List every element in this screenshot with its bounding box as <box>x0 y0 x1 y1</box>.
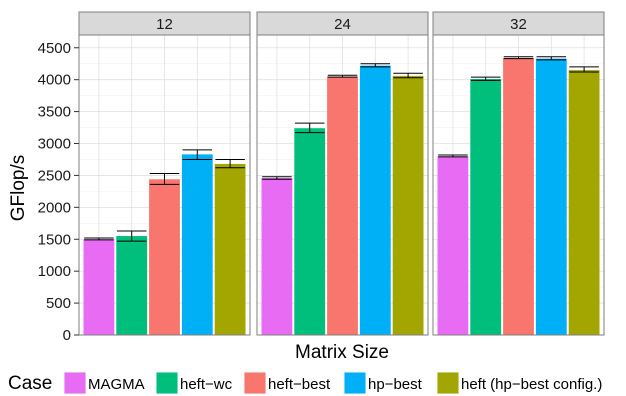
y-tick-label: 3500 <box>38 104 71 121</box>
panel-24: 24 <box>256 11 429 336</box>
legend-label: heft (hp−best config.) <box>461 376 602 393</box>
bar-2-12 <box>149 179 180 335</box>
y-tick-label: 1500 <box>38 231 71 248</box>
y-axis-title: GFlop/s <box>8 155 29 222</box>
legend-item: MAGMA <box>64 372 145 394</box>
strip-label: 12 <box>156 16 173 33</box>
legend-item: heft (hp−best config.) <box>437 372 602 394</box>
legend-swatch <box>437 372 459 394</box>
legend-item: heft−wc <box>156 372 233 394</box>
y-tick-label: 0 <box>63 327 71 344</box>
legend-label: heft−wc <box>180 376 233 393</box>
x-axis-title: Matrix Size <box>295 342 389 363</box>
y-tick-label: 2500 <box>38 167 71 184</box>
bar-4-32 <box>568 70 600 335</box>
strip-label: 32 <box>510 16 527 33</box>
bar-2-32 <box>503 57 534 335</box>
legend-label: MAGMA <box>88 376 145 393</box>
bar-0-24 <box>261 177 293 335</box>
bar-0-12 <box>83 239 115 335</box>
y-tick-label: 1000 <box>38 263 71 280</box>
panel-border <box>432 34 605 336</box>
bar-0-32 <box>437 156 469 335</box>
y-tick-label: 2000 <box>38 199 71 216</box>
legend: Case MAGMA heft−wc heft−best hp−best heft (h… <box>8 372 602 394</box>
y-tick-label: 4500 <box>38 40 71 57</box>
legend-title: Case <box>8 373 52 394</box>
bar-3-24 <box>359 65 391 335</box>
bar-2-24 <box>327 76 358 335</box>
legend-label: hp−best <box>368 376 423 393</box>
bar-1-24 <box>294 128 326 335</box>
panel-12: 12 <box>78 11 251 336</box>
bar-1-12 <box>116 236 148 335</box>
legend-item: hp−best <box>344 372 423 394</box>
y-axis: 0 500 1000 1500 2000 2500 3000 3500 4000 4500 <box>38 40 79 344</box>
y-tick-label: 500 <box>46 295 71 312</box>
bar-4-12 <box>214 163 246 335</box>
panel-border <box>78 34 251 336</box>
bar-3-12 <box>181 154 213 335</box>
y-tick-label: 3000 <box>38 136 71 153</box>
legend-swatch <box>344 372 366 394</box>
panels-layer: 12 24 32 <box>78 11 605 336</box>
panel-border <box>256 34 429 336</box>
legend-label: heft−best <box>268 376 331 393</box>
bar-1-32 <box>470 79 502 335</box>
y-tick-label: 4000 <box>38 72 71 89</box>
bar-4-24 <box>392 75 424 335</box>
panel-32: 32 <box>432 11 605 336</box>
strip-label: 24 <box>334 16 351 33</box>
legend-swatch <box>64 372 86 394</box>
legend-swatch <box>244 372 266 394</box>
legend-item: heft−best <box>244 372 331 394</box>
bar-3-32 <box>535 58 567 336</box>
legend-swatch <box>156 372 178 394</box>
